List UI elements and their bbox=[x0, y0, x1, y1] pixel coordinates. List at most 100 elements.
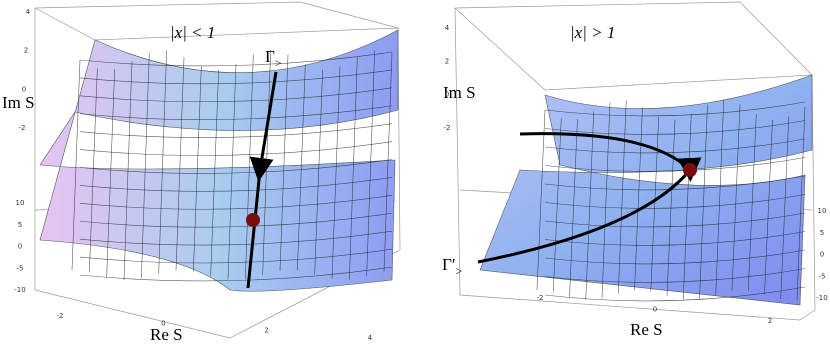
side-tick-label: -10 bbox=[816, 294, 827, 302]
side-tick-label: -10 bbox=[14, 286, 25, 294]
saddle-point bbox=[246, 213, 260, 227]
back-tick-label: 0 bbox=[445, 91, 449, 99]
grid-line bbox=[79, 159, 393, 174]
contour-subscript: > bbox=[275, 56, 282, 70]
grid-line bbox=[634, 107, 643, 291]
bounding-box bbox=[34, 1, 401, 339]
grid-line bbox=[544, 138, 806, 154]
right-panel: |x| > 1 Γ′> Im S Re S 4 2 0 -2 10 5 0 -5 -10 -2 0 2 bbox=[442, 1, 828, 339]
grid-line bbox=[544, 175, 806, 191]
grid-line bbox=[682, 114, 692, 300]
grid-line bbox=[544, 286, 806, 302]
grid-line bbox=[366, 50, 375, 277]
bottom-tick-label: 0 bbox=[653, 306, 657, 314]
grid-line bbox=[383, 52, 393, 272]
grid-line bbox=[544, 249, 806, 265]
left-panel: |x| < 1 Γ> Im S Re S 4 2 0 -2 10 5 0 -5 -10 -2 0 2 4 bbox=[2, 1, 401, 344]
grid-line bbox=[544, 120, 806, 135]
grid-line bbox=[544, 212, 806, 228]
back-tick-label: -2 bbox=[444, 124, 451, 132]
grid-line bbox=[544, 194, 806, 209]
grid-line bbox=[79, 266, 393, 282]
grid-line bbox=[245, 54, 254, 280]
grid-line bbox=[544, 268, 806, 283]
grid-line bbox=[585, 111, 595, 300]
y-label: Im S bbox=[443, 83, 476, 102]
bounding-box bbox=[454, 1, 816, 321]
back-tick-label: 4 bbox=[445, 24, 450, 32]
grid-line bbox=[650, 116, 660, 292]
contour-symbol: Γ′ bbox=[442, 255, 456, 274]
grid-line bbox=[79, 69, 393, 85]
grid-line bbox=[544, 157, 806, 172]
grid-line bbox=[79, 105, 393, 120]
back-tick-label: -2 bbox=[19, 124, 26, 132]
bottom-tick-label: -2 bbox=[537, 294, 544, 302]
grid-line bbox=[227, 64, 237, 280]
grid-line bbox=[79, 177, 393, 192]
grid-line bbox=[699, 104, 708, 300]
grid-line bbox=[210, 69, 219, 276]
grid-line bbox=[79, 51, 393, 67]
grid-line bbox=[79, 248, 393, 264]
contour-label: Γ′> bbox=[442, 255, 463, 278]
grid-line bbox=[544, 231, 806, 246]
x-label: Re S bbox=[630, 320, 663, 339]
grid-line bbox=[193, 66, 202, 272]
back-tick-label: 2 bbox=[445, 57, 449, 65]
contour-subscript: > bbox=[456, 264, 463, 278]
grid-line bbox=[89, 68, 98, 273]
side-tick-label: 0 bbox=[820, 251, 824, 259]
side-tick-label: -5 bbox=[17, 264, 24, 272]
grid-line bbox=[79, 195, 393, 210]
grid-line bbox=[552, 118, 562, 293]
side-tick-label: 10 bbox=[818, 207, 827, 215]
grid-line bbox=[79, 212, 393, 228]
grid-line bbox=[297, 64, 306, 271]
bottom-tick-label: -2 bbox=[57, 312, 64, 320]
grid-line bbox=[601, 102, 611, 299]
bottom-tick-label: 2 bbox=[768, 317, 772, 325]
x-label: Re S bbox=[150, 325, 183, 344]
bottom-tick-label: 0 bbox=[161, 319, 165, 327]
back-tick-label: 2 bbox=[24, 47, 28, 55]
surface-grid bbox=[71, 49, 393, 282]
grid-line bbox=[123, 61, 133, 280]
grid-line bbox=[279, 54, 289, 271]
condition: |x| > 1 bbox=[570, 23, 615, 42]
grid-line bbox=[331, 66, 341, 279]
bottom-tick-label: 2 bbox=[264, 327, 268, 335]
back-tick-label: 0 bbox=[22, 85, 26, 93]
grid-line bbox=[617, 100, 627, 294]
bottom-tick-label: 4 bbox=[368, 334, 373, 342]
surface bbox=[39, 29, 399, 292]
grid-line bbox=[780, 116, 790, 299]
grid-line bbox=[536, 109, 546, 291]
grid-line bbox=[141, 52, 150, 279]
grid-line bbox=[715, 99, 725, 295]
grid-line bbox=[349, 57, 358, 280]
grid-line bbox=[158, 50, 167, 274]
grid-line bbox=[106, 69, 115, 278]
grid-line bbox=[79, 141, 393, 156]
side-tick-label: 0 bbox=[18, 243, 22, 251]
surface-grid bbox=[536, 99, 806, 302]
side-tick-label: 5 bbox=[820, 229, 824, 237]
grid-line bbox=[175, 57, 185, 271]
grid-line bbox=[764, 119, 773, 295]
grid-line bbox=[666, 119, 676, 296]
grid-line bbox=[79, 123, 393, 138]
y-label: Im S bbox=[2, 93, 35, 112]
side-tick-label: 5 bbox=[18, 221, 22, 229]
grid-line bbox=[569, 119, 578, 298]
grid-line bbox=[79, 87, 393, 103]
grid-line bbox=[544, 101, 806, 117]
contour-label: Γ> bbox=[265, 47, 282, 70]
contour bbox=[246, 71, 278, 289]
contour-symbol: Γ bbox=[265, 47, 275, 66]
side-tick-label: -5 bbox=[819, 272, 826, 280]
side-tick-label: 10 bbox=[16, 199, 25, 207]
saddle-point bbox=[683, 163, 697, 177]
back-tick-label: 4 bbox=[26, 8, 31, 16]
